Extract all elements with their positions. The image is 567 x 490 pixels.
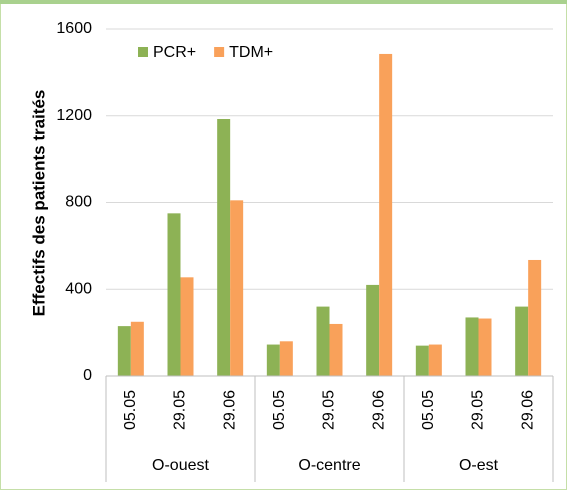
bar xyxy=(117,326,131,376)
legend-label: TDM+ xyxy=(229,44,273,61)
y-tick-label: 1600 xyxy=(56,20,92,37)
x-tick-label: 29.05 xyxy=(321,390,338,430)
group-label: O-ouest xyxy=(152,457,209,474)
legend-label: PCR+ xyxy=(153,44,196,61)
y-tick-label: 800 xyxy=(65,194,92,211)
bar xyxy=(478,318,492,376)
bar xyxy=(217,119,231,377)
group-label: O-centre xyxy=(298,457,360,474)
bar xyxy=(415,345,429,376)
y-tick-label: 0 xyxy=(83,367,92,384)
bar xyxy=(316,306,330,376)
legend-swatch xyxy=(214,47,225,57)
legend-swatch xyxy=(138,47,148,57)
bar xyxy=(329,323,343,376)
bar xyxy=(366,284,380,376)
y-axis-label: Effectifs des patients traités xyxy=(29,90,48,317)
top-band xyxy=(0,0,567,4)
x-tick-label: 29.05 xyxy=(470,390,487,430)
bar xyxy=(180,277,194,376)
y-tick-label: 400 xyxy=(65,280,92,297)
group-label: O-est xyxy=(459,457,499,474)
bar xyxy=(379,53,393,377)
x-tick-label: 29.05 xyxy=(172,390,189,430)
bar xyxy=(266,344,280,376)
x-tick-label: 29.06 xyxy=(221,390,238,430)
x-tick-label: 05.05 xyxy=(420,390,437,430)
bar xyxy=(515,306,529,376)
x-tick-label: 05.05 xyxy=(271,390,288,430)
bar xyxy=(167,213,181,376)
bar xyxy=(279,341,293,376)
y-tick-label: 1200 xyxy=(56,107,92,124)
bar xyxy=(230,200,244,376)
x-tick-label: 29.06 xyxy=(370,390,387,430)
bar xyxy=(428,344,442,376)
x-tick-label: 29.06 xyxy=(519,390,536,430)
bar xyxy=(130,321,144,376)
bar xyxy=(528,259,542,376)
x-tick-label: 05.05 xyxy=(122,390,139,430)
bar xyxy=(465,317,479,376)
